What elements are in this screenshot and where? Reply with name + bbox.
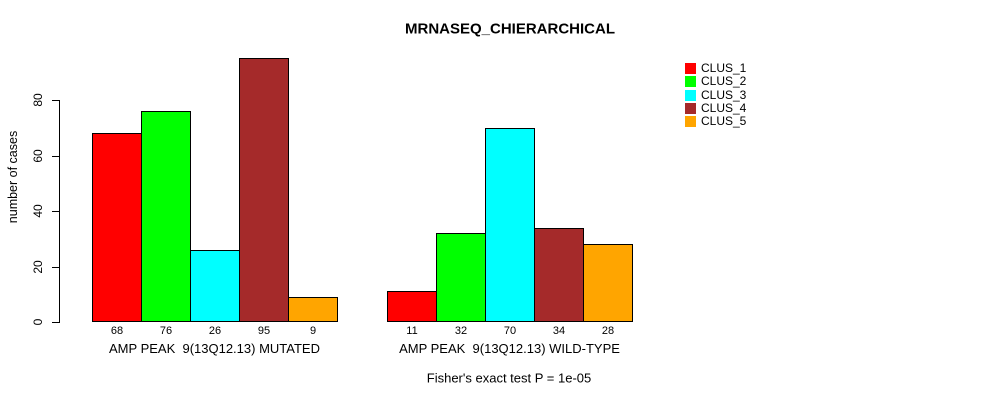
bar-clus_2-group1 — [141, 111, 191, 322]
bar-value-label: 9 — [309, 325, 317, 337]
bar-value-label: 68 — [110, 325, 124, 337]
legend-row: CLUS_1 — [685, 62, 746, 75]
bar-value-label: 34 — [552, 325, 566, 337]
legend-label: CLUS_1 — [701, 61, 747, 76]
group-label-1: AMP PEAK 9(13Q12.13) MUTATED — [109, 341, 320, 356]
legend-label: CLUS_4 — [701, 101, 747, 116]
y-axis-label: number of cases — [6, 130, 20, 224]
bar-value-label: 26 — [208, 325, 222, 337]
legend-label: CLUS_5 — [701, 114, 747, 129]
legend-swatch-clus_3 — [685, 89, 696, 101]
legend-row: CLUS_2 — [685, 75, 746, 88]
legend-row: CLUS_4 — [685, 102, 746, 115]
y-axis-tick — [52, 211, 60, 212]
y-axis-tick — [52, 100, 60, 101]
y-axis-tick-label: 40 — [31, 204, 45, 218]
bar-value-label: 28 — [601, 325, 615, 337]
legend-label: CLUS_3 — [701, 87, 747, 102]
bar-value-label: 11 — [406, 325, 418, 337]
legend-row: CLUS_3 — [685, 87, 747, 102]
legend-swatch-clus_1 — [685, 63, 696, 75]
bar-value-label: 76 — [159, 325, 173, 337]
bar-clus_1-group1 — [92, 133, 142, 322]
legend-swatch-clus_2 — [685, 76, 696, 88]
y-axis-tick-label: 20 — [31, 259, 45, 274]
y-axis-tick-label: 60 — [31, 148, 45, 163]
bar-clus_2-group2 — [436, 233, 486, 322]
bar-clus_3-group1 — [190, 250, 240, 322]
bar-clus_5-group1 — [288, 297, 338, 322]
fisher-test-annotation: Fisher's exact test P = 1e-05 — [426, 370, 592, 386]
bar-clus_4-group1 — [239, 58, 289, 322]
legend: CLUS_1 CLUS_2 CLUS_3 CLUS_4 CLUS_5 — [685, 62, 746, 128]
bar-value-label: 70 — [503, 325, 517, 337]
legend-label: CLUS_2 — [701, 74, 747, 89]
y-axis-tick — [52, 155, 60, 157]
y-axis-tick — [52, 266, 60, 268]
bar-value-label: 95 — [257, 325, 271, 337]
y-axis-tick-label: 0 — [31, 318, 45, 326]
y-axis-tick-label: 80 — [31, 93, 45, 107]
bar-clus_1-group2 — [387, 291, 437, 322]
bar-value-label: 32 — [454, 325, 468, 337]
legend-swatch-clus_4 — [685, 103, 696, 115]
bar-clus_4-group2 — [534, 228, 584, 322]
legend-swatch-clus_5 — [685, 116, 696, 128]
group-label-2: AMP PEAK 9(13Q12.13) WILD-TYPE — [399, 341, 620, 356]
bar-clus_5-group2 — [583, 244, 633, 322]
chart-title: MRNASEQ_CHIERARCHICAL — [404, 20, 616, 38]
y-axis-tick — [52, 322, 60, 323]
legend-row: CLUS_5 — [685, 115, 746, 128]
bar-clus_3-group2 — [485, 128, 535, 322]
